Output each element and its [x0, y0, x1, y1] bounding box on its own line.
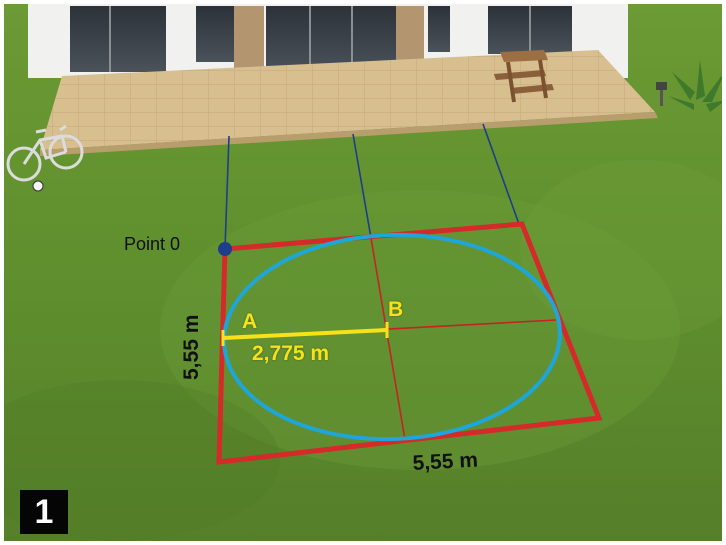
point-b-label: B [388, 298, 404, 321]
guide-line [482, 123, 520, 225]
origin-point-label: Point 0 [124, 234, 181, 254]
guide-line [224, 135, 230, 250]
point-a-label: A [242, 310, 258, 333]
radius-line [221, 322, 389, 346]
bicycle [6, 124, 84, 182]
step-number-badge: 1 [20, 490, 68, 534]
depth-dimension-label: 5,55 m [412, 448, 479, 475]
picnic-table [494, 50, 554, 103]
patio-edge [40, 112, 658, 156]
lawn-shade [0, 380, 280, 540]
guide-line [352, 133, 372, 239]
garden-lamp [656, 82, 667, 106]
origin-point-marker [218, 242, 232, 256]
guide-lines [224, 123, 520, 250]
square-outline [216, 221, 603, 465]
radius-dimension-label: 2,775 m [252, 342, 330, 365]
width-dimension-label: 5,55 m [180, 314, 203, 380]
garden-plant [668, 60, 726, 112]
center-line-vertical [370, 237, 406, 441]
lawn-shade [520, 160, 726, 340]
soccer-ball [32, 180, 44, 192]
